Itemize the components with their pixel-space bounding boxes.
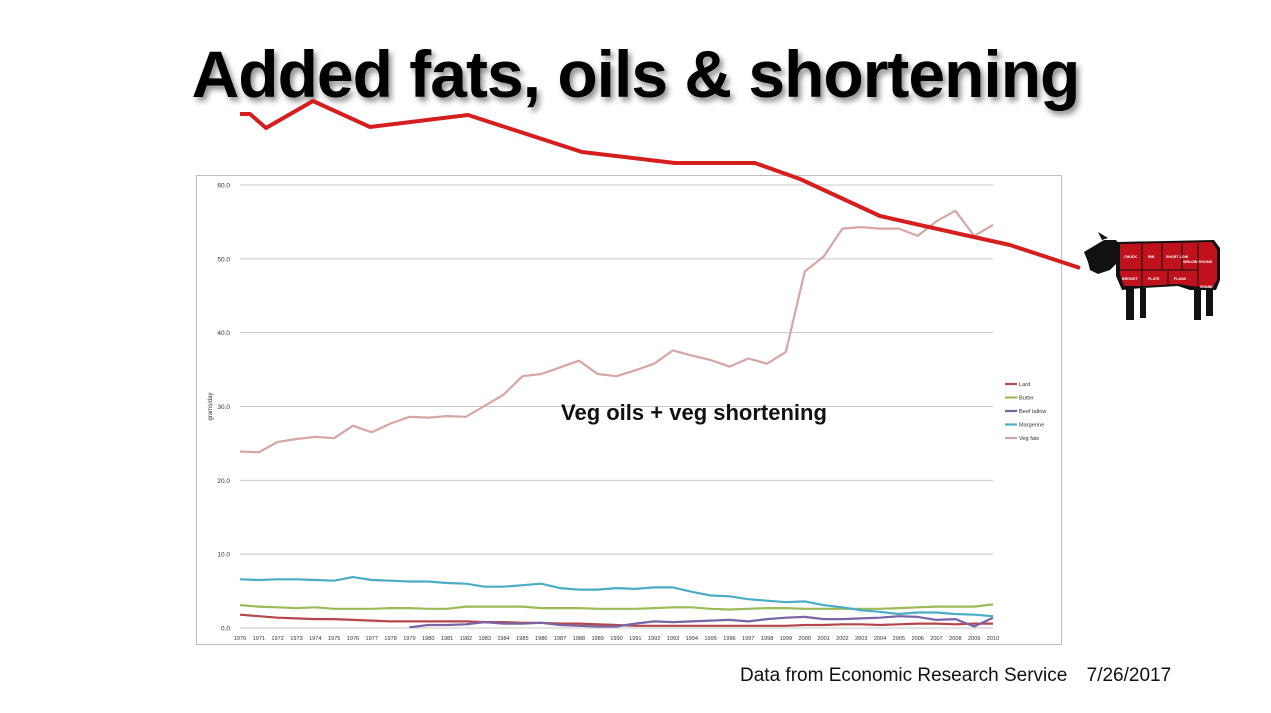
x-tick-label: 1975	[328, 636, 340, 642]
x-tick-label: 2009	[968, 636, 980, 642]
source-text: Data from Economic Research Service	[740, 665, 1068, 686]
x-tick-label: 1983	[478, 636, 490, 642]
cow-front-leg	[1126, 286, 1134, 320]
x-tick-label: 2001	[817, 636, 829, 642]
series-line-veg-fats	[239, 209, 994, 454]
y-tick-label: 50.0	[217, 256, 230, 263]
legend-label: Beef tallow	[1019, 409, 1047, 415]
x-tick-label: 1973	[290, 636, 302, 642]
cut-label-short-loin: SHORT LOIN	[1166, 255, 1189, 259]
x-tick-label: 1998	[761, 636, 773, 642]
y-tick-label: 0.0	[221, 626, 230, 633]
x-tick-label: 2004	[874, 636, 886, 642]
x-tick-label: 1993	[667, 636, 679, 642]
x-tick-label: 1996	[723, 636, 735, 642]
legend-label: Butter	[1019, 396, 1034, 402]
y-axis-label: grams/day	[208, 392, 214, 420]
cut-label-shank: SHANK	[1200, 285, 1213, 289]
x-tick-label: 1972	[271, 636, 283, 642]
x-tick-label: 2010	[987, 636, 999, 642]
cow-cuts	[1120, 242, 1217, 288]
x-tick-label: 1971	[253, 636, 265, 642]
x-tick-label: 1984	[497, 636, 509, 642]
x-tick-label: 1974	[309, 636, 321, 642]
source-line: Data from Economic Research Service 7/26…	[740, 665, 1171, 687]
trend-line	[240, 99, 1081, 270]
series-line-margerine	[239, 576, 994, 618]
x-tick-label: 1987	[554, 636, 566, 642]
x-tick-label: 2006	[911, 636, 923, 642]
cut-label-rib: RIB	[1148, 255, 1155, 259]
x-tick-label: 1988	[573, 636, 585, 642]
x-tick-label: 1990	[610, 636, 622, 642]
x-tick-label: 1999	[780, 636, 792, 642]
x-tick-label: 2005	[893, 636, 905, 642]
cow-hind-leg-2	[1206, 286, 1213, 316]
chart-frame: 0.0 10.0 20.0 30.0 40.0 50.0 60.0 grams/day 1970…	[196, 175, 1062, 645]
cow-front-leg-2	[1140, 288, 1146, 318]
x-tick-label: 1997	[742, 636, 754, 642]
cut-label-plate: PLATE	[1148, 277, 1160, 281]
source-date: 7/26/2017	[1086, 665, 1172, 686]
x-tick-label: 1977	[366, 636, 378, 642]
x-tick-label: 2007	[930, 636, 942, 642]
line-chart: 0.0 10.0 20.0 30.0 40.0 50.0 60.0 grams/day 1970…	[208, 183, 1047, 643]
x-tick-label: 1976	[347, 636, 359, 642]
cut-label-round: ROUND	[1199, 260, 1213, 264]
cut-label-sirloin: SIRLOIN	[1183, 260, 1198, 264]
chart-annotation: Veg oils + veg shortening	[561, 400, 827, 425]
cut-label-brisket: BRISKET	[1122, 277, 1139, 281]
x-tick-label: 2008	[949, 636, 961, 642]
cut-label-flank: FLANK	[1174, 277, 1187, 281]
y-tick-label: 20.0	[217, 478, 230, 485]
series-line-butter	[239, 603, 994, 611]
x-tick-label: 1978	[384, 636, 396, 642]
x-tick-label: 2000	[799, 636, 811, 642]
y-tick-label: 60.0	[217, 183, 230, 190]
x-tick-label: 1986	[535, 636, 547, 642]
series-line-beef-tallow	[409, 615, 994, 629]
cow-horn	[1098, 232, 1108, 240]
legend-label: Lard	[1019, 382, 1030, 388]
x-tick-label: 1995	[704, 636, 716, 642]
slide-title: Added fats, oils & shortening	[191, 37, 1081, 111]
x-tick-label: 1982	[460, 636, 472, 642]
y-tick-label: 40.0	[217, 330, 230, 337]
x-tick-label: 1989	[591, 636, 603, 642]
x-tick-label: 1981	[441, 636, 453, 642]
x-tick-label: 1991	[629, 636, 641, 642]
x-tick-label: 1979	[403, 636, 415, 642]
x-tick-label: 1994	[686, 636, 698, 642]
y-tick-label: 30.0	[217, 404, 230, 411]
cow-head	[1084, 240, 1122, 274]
y-tick-label: 10.0	[217, 552, 230, 559]
x-tick-label: 1992	[648, 636, 660, 642]
x-tick-label: 1980	[422, 636, 434, 642]
cut-label-chuck: CHUCK	[1124, 255, 1137, 259]
legend-label: Veg fats	[1019, 436, 1039, 442]
series-line-lard	[239, 613, 993, 627]
x-tick-label: 2002	[836, 636, 848, 642]
cow-hind-leg	[1194, 288, 1201, 320]
x-tick-label: 1970	[234, 636, 246, 642]
legend-label: Margerine	[1019, 423, 1044, 429]
x-tick-label: 2003	[855, 636, 867, 642]
x-tick-label: 1985	[516, 636, 528, 642]
beef-cuts-cow-icon: CHUCK RIB SHORT LOIN SIRLOIN ROUND BRISK…	[1084, 232, 1220, 320]
